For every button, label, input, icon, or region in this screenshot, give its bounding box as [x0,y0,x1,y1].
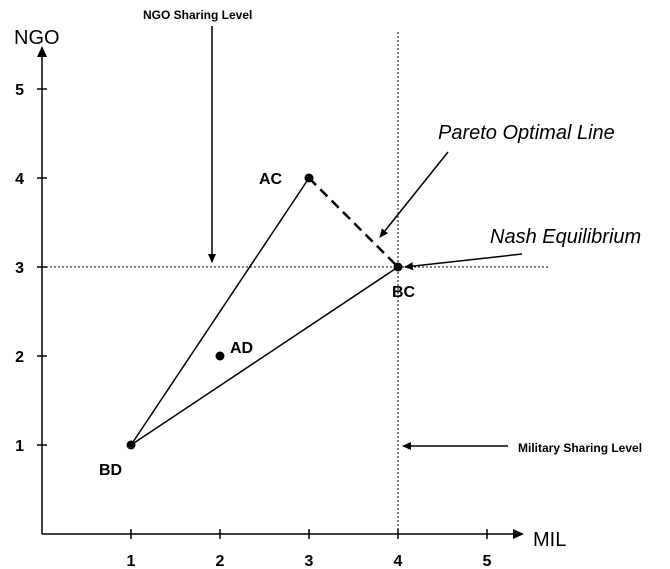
point-label-ad: AD [230,340,253,357]
reference-lines [42,32,548,534]
segments-layer [130,177,399,446]
segment-bd-ac [130,177,310,446]
nash-equilibrium-label: Nash Equilibrium [490,226,641,248]
y-axis-arrowhead [37,46,47,57]
x-tick-label: 4 [394,553,403,569]
points-layer: BD AD AC BC [99,171,416,479]
y-axis-title: NGO [14,27,60,49]
point-label-bc: BC [392,284,416,301]
point-ac [304,173,314,183]
y-tick-label: 3 [15,260,24,277]
y-tick-label: 4 [15,171,24,188]
point-bd [126,440,136,450]
x-axis-arrowhead [513,529,524,539]
y-tick-label: 1 [15,438,24,455]
pareto-optimal-line-label: Pareto Optimal Line [438,122,615,144]
pareto-optimal-line-arrow [379,151,449,238]
y-tick-label: 2 [15,349,24,366]
point-label-ac: AC [259,171,283,188]
point-bc [393,262,403,272]
military-sharing-level-label: Military Sharing Level [518,441,642,455]
x-tick-label: 5 [483,553,492,569]
y-tick-label: 5 [15,82,24,99]
point-ad [215,351,225,361]
x-tick-label: 2 [216,553,225,569]
segment-bd-bc [130,266,399,446]
ngo-sharing-level-label: NGO Sharing Level [143,8,252,22]
x-axis-title: MIL [533,529,566,551]
segment-ac-bc [308,177,399,268]
point-label-bd: BD [99,462,122,479]
x-tick-label: 3 [305,553,314,569]
ticks-layer: 1 2 3 4 5 1 2 3 4 5 [15,82,491,569]
nash-equilibrium-arrow [404,253,523,271]
x-tick-label: 1 [127,553,136,569]
